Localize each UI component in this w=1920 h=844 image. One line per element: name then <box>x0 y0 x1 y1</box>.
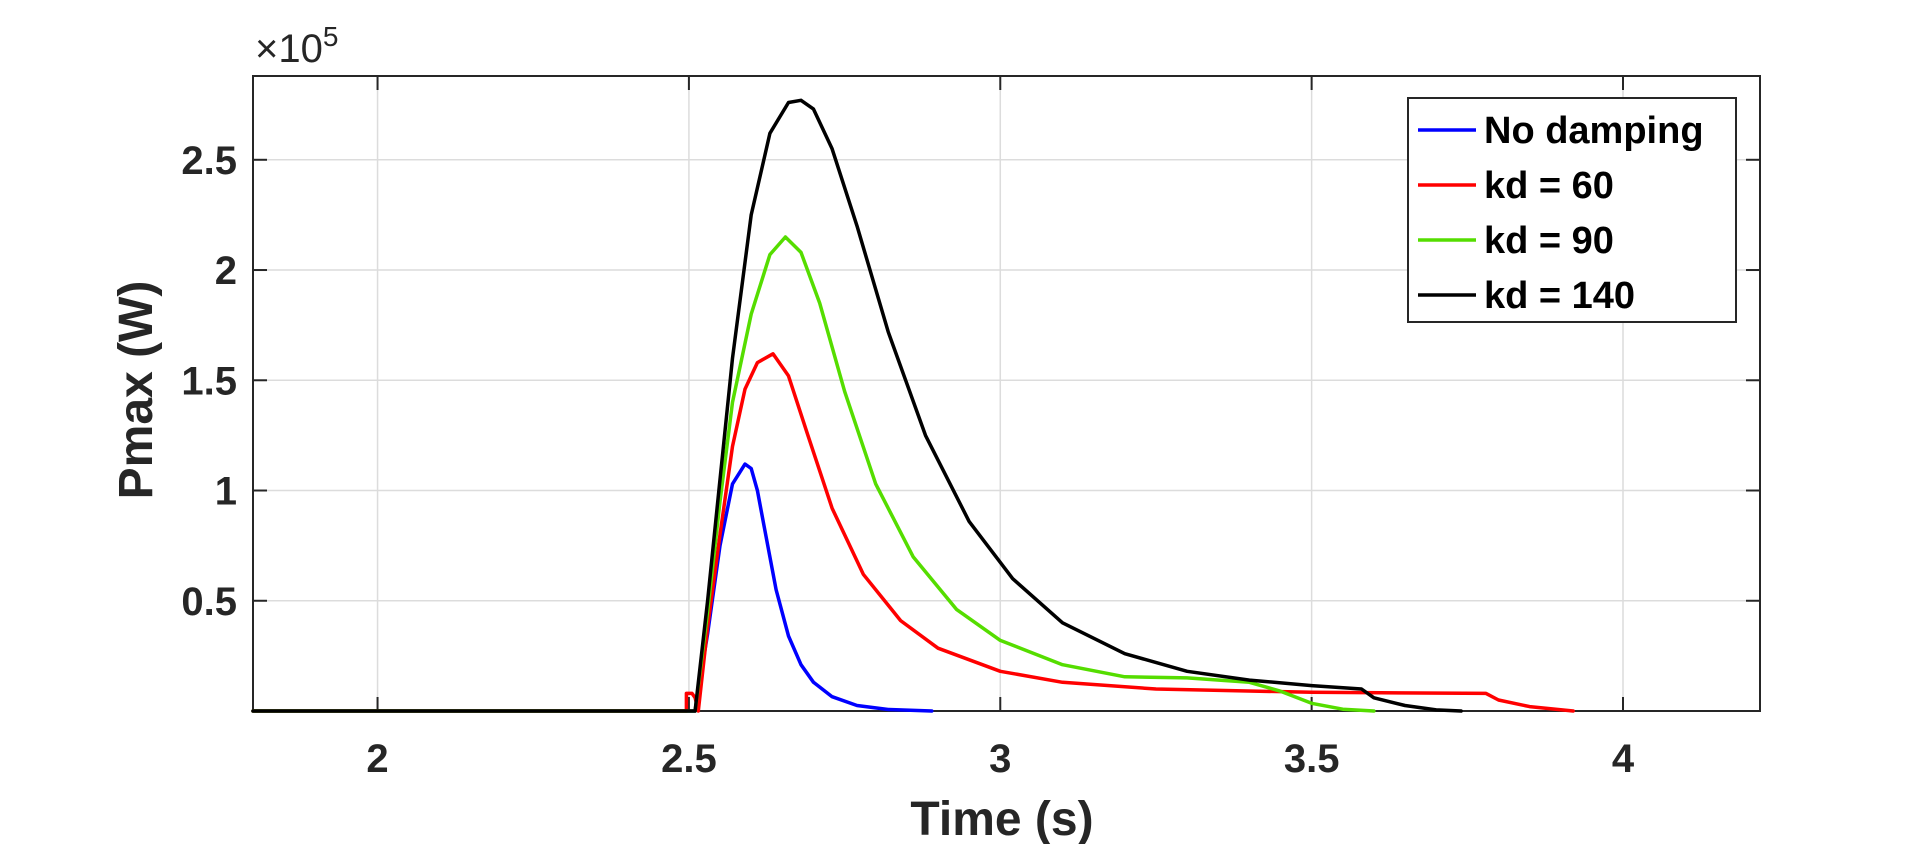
y-exponent-label: ×105 <box>255 21 338 71</box>
x-tick-label: 2 <box>366 737 388 781</box>
y-tick-labels: 0.5 1 1.5 2 2.5 <box>181 139 237 624</box>
y-tick-label: 2 <box>215 249 237 293</box>
legend: No damping kd = 60 kd = 90 kd = 140 <box>1407 97 1737 323</box>
series-line-1 <box>251 352 1575 713</box>
y-axis-label: Pmax (W) <box>110 281 163 500</box>
legend-label: kd = 140 <box>1484 275 1635 317</box>
y-tick-label: 1 <box>215 470 237 514</box>
y-tick-label: 2.5 <box>181 139 237 183</box>
x-tick-label: 3.5 <box>1284 737 1340 781</box>
legend-box <box>1407 97 1737 323</box>
x-tick-label: 4 <box>1612 737 1635 781</box>
legend-label: kd = 90 <box>1484 220 1614 262</box>
tick-marks <box>253 76 1760 711</box>
x-tick-label: 3 <box>989 737 1011 781</box>
y-tick-label: 0.5 <box>181 580 237 624</box>
legend-label: kd = 60 <box>1484 165 1614 207</box>
series-lines <box>251 98 1575 713</box>
x-axis-label: Time (s) <box>910 793 1093 844</box>
plot-area-frame <box>252 75 1761 712</box>
y-exponent-base: ×10 <box>255 27 323 71</box>
series-line-3 <box>251 98 1463 713</box>
x-tick-labels: 2 2.5 3 3.5 4 <box>366 737 1634 781</box>
series-line-2 <box>251 235 1376 713</box>
legend-label: No damping <box>1484 110 1704 152</box>
y-exponent-power: 5 <box>323 21 339 52</box>
y-tick-label: 1.5 <box>181 359 237 403</box>
x-tick-label: 2.5 <box>661 737 717 781</box>
